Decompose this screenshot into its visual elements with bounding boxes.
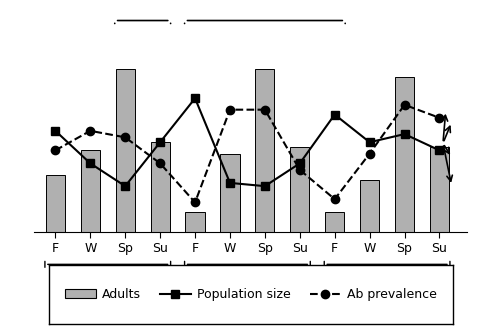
- Population size: [367, 140, 372, 144]
- Ab prevalence: [123, 135, 128, 139]
- Ab prevalence: [157, 162, 163, 166]
- Ab prevalence: [297, 168, 303, 172]
- Bar: [290, 147, 309, 232]
- Ab prevalence: [332, 197, 338, 201]
- Population size: [401, 132, 407, 136]
- Bar: [185, 212, 205, 232]
- Bar: [395, 77, 414, 232]
- Population size: [88, 162, 93, 166]
- Bar: [151, 142, 170, 232]
- Population size: [157, 140, 163, 144]
- Ab prevalence: [192, 201, 198, 205]
- Legend: Adults, Population size, Ab prevalence: Adults, Population size, Ab prevalence: [60, 283, 442, 306]
- Bar: [255, 69, 275, 232]
- Bar: [325, 212, 344, 232]
- Ab prevalence: [53, 148, 59, 152]
- Text: Year 2: Year 2: [223, 289, 272, 303]
- Population size: [53, 129, 59, 133]
- Population size: [262, 184, 268, 188]
- Ab prevalence: [367, 152, 372, 156]
- Ab prevalence: [88, 129, 93, 133]
- Line: Population size: Population size: [51, 94, 444, 190]
- Ab prevalence: [436, 116, 442, 120]
- Text: Year 1: Year 1: [83, 289, 132, 303]
- Text: Year 3: Year 3: [363, 289, 412, 303]
- Population size: [227, 181, 233, 185]
- Ab prevalence: [401, 103, 407, 107]
- Ab prevalence: [262, 108, 268, 112]
- Population size: [332, 113, 338, 117]
- Bar: [116, 69, 135, 232]
- Bar: [81, 150, 100, 232]
- Population size: [436, 148, 442, 152]
- Population size: [192, 96, 198, 100]
- Line: Ab prevalence: Ab prevalence: [51, 101, 444, 207]
- Bar: [46, 175, 65, 232]
- Population size: [123, 184, 128, 188]
- Population size: [297, 162, 303, 166]
- Bar: [220, 154, 240, 232]
- Bar: [360, 180, 379, 232]
- Bar: [430, 147, 449, 232]
- Ab prevalence: [227, 108, 233, 112]
